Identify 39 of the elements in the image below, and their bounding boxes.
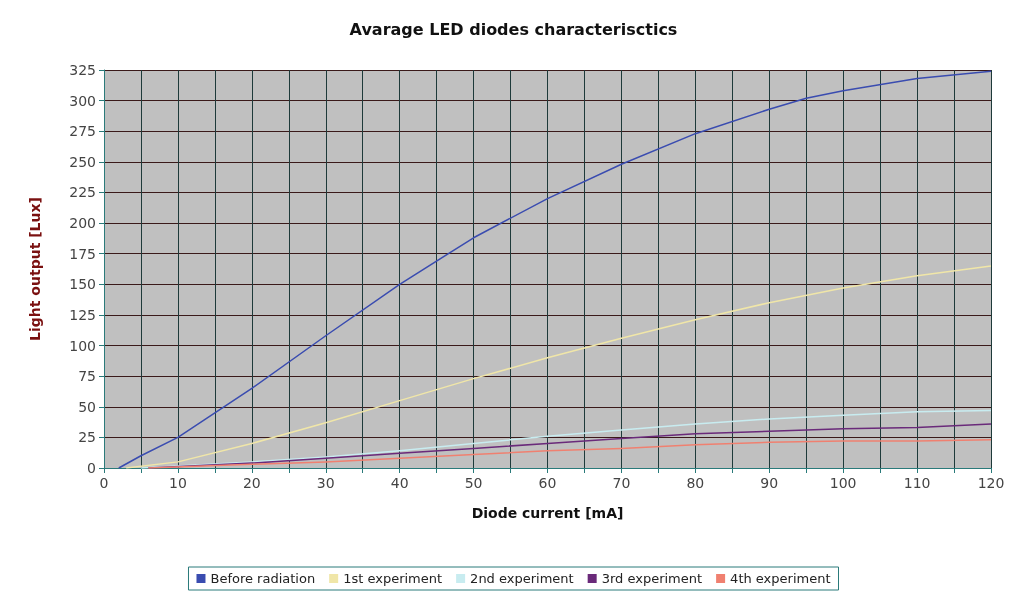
- legend-label: 3rd experiment: [601, 571, 703, 586]
- x-tick-label: 70: [612, 475, 631, 491]
- x-tick-label: 80: [686, 475, 705, 491]
- y-tick-label: 325: [69, 62, 96, 78]
- legend-label: 4th experiment: [730, 571, 831, 586]
- x-tick-label: 100: [829, 475, 857, 491]
- x-tick-label: 120: [977, 475, 1005, 491]
- y-tick-label: 250: [69, 153, 96, 170]
- x-tick-label: 60: [538, 475, 557, 491]
- x-tick-label: 10: [169, 475, 187, 491]
- y-tick-label: 100: [69, 337, 96, 354]
- y-tick-label: 75: [78, 368, 96, 385]
- line-series: [147, 439, 992, 469]
- chart-title: Avarage LED diodes characterisctics: [349, 19, 678, 39]
- y-tick-label: 200: [69, 215, 96, 232]
- x-tick-label: 0: [99, 475, 109, 491]
- line-series: [125, 265, 992, 469]
- x-tick-label: 50: [464, 475, 483, 491]
- y-tick-label: 175: [69, 245, 96, 262]
- x-tick-label: 30: [316, 475, 335, 491]
- y-tick-label: 225: [69, 184, 96, 201]
- y-tick-label: 150: [69, 276, 96, 293]
- y-tick-label: 50: [78, 398, 96, 415]
- x-tick-label: 110: [903, 475, 931, 491]
- y-axis-title: Light output [Lux]: [27, 197, 43, 341]
- y-tick-label: 25: [78, 429, 96, 446]
- y-tick-label: 300: [69, 92, 96, 109]
- legend-label: 2nd experiment: [470, 571, 574, 586]
- x-tick-label: 90: [760, 475, 779, 491]
- x-tick-label: 40: [390, 475, 409, 491]
- y-tick-label: 275: [69, 123, 96, 140]
- y-tick-label: 0: [87, 460, 96, 476]
- legend-label: 1st experiment: [343, 571, 443, 586]
- y-tick-label: 125: [69, 306, 96, 323]
- line-series: [140, 409, 992, 469]
- line-series: [118, 70, 992, 469]
- x-tick-label: 20: [242, 475, 261, 491]
- legend-label: Before radiation: [210, 571, 316, 586]
- x-axis-title: Diode current [mA]: [471, 505, 624, 521]
